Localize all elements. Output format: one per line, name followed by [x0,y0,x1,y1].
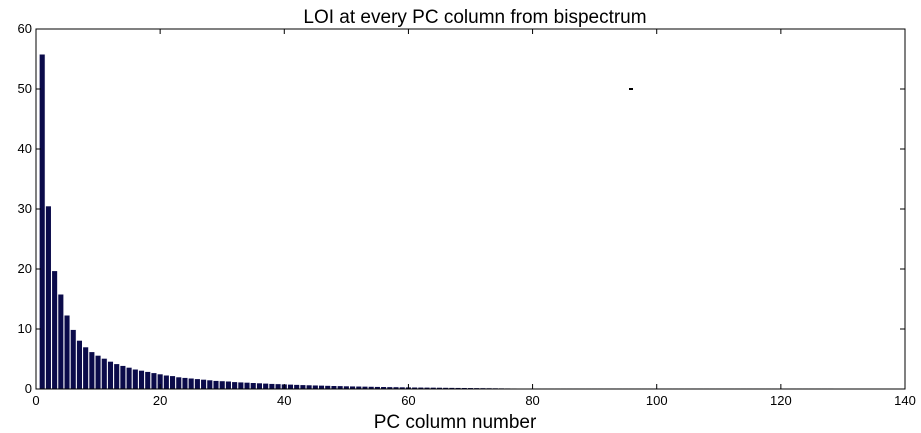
bar-28 [206,379,213,390]
bar-5 [63,314,71,390]
bar-19 [150,372,158,390]
bar-41 [287,384,294,390]
bar-33 [237,381,244,390]
bar-14 [119,365,127,390]
bar-46 [318,385,325,390]
bar-39 [274,383,282,390]
y-tick-label-20: 20 [18,261,32,276]
bar-21 [163,374,170,390]
bar-44 [305,384,313,390]
bar-24 [181,377,189,390]
bar-7 [76,340,83,390]
x-axis: 0 20 40 60 80 100 120 140 [32,29,916,408]
bar-1 [39,53,46,390]
y-axis: 0 10 20 30 40 50 60 [18,21,905,396]
x-tick-label-0: 0 [32,393,39,408]
x-tick-label-100: 100 [646,393,668,408]
bar-36 [256,382,263,390]
plot-frame [35,28,906,390]
bar-25 [188,377,195,390]
bar-32 [231,381,238,390]
bar-34 [243,382,251,390]
x-axis-label: PC column number [374,412,537,433]
bar-4 [57,293,64,390]
bar-23 [175,376,182,390]
y-tick-label-50: 50 [18,81,32,96]
y-tick-label-60: 60 [18,21,32,36]
bar-38 [268,383,276,390]
bar-3 [51,270,58,390]
bar-37 [262,382,269,390]
x-tick-label-120: 120 [770,393,792,408]
stray-marker [629,88,633,90]
bar-6 [70,329,77,390]
x-tick-label-20: 20 [153,393,167,408]
chart-title: LOI at every PC column from bispectrum [303,7,646,28]
bar-35 [250,382,257,390]
x-tick-label-140: 140 [894,393,916,408]
bar-10 [94,355,102,390]
bar-16 [132,368,139,390]
bar-18 [144,371,151,390]
bar-15 [125,367,133,390]
bar-2 [45,205,52,390]
bars-group [39,53,834,390]
bar-13 [113,363,120,390]
bar-8 [82,346,89,390]
x-tick-label-60: 60 [401,393,415,408]
x-tick-label-40: 40 [277,393,291,408]
bar-12 [107,361,114,390]
bar-31 [225,380,232,390]
y-tick-label-0: 0 [25,381,32,396]
y-tick-label-10: 10 [18,321,32,336]
y-tick-label-30: 30 [18,201,32,216]
y-tick-label-40: 40 [18,141,32,156]
bar-45 [312,384,319,390]
bar-47 [324,385,331,390]
bar-29 [212,380,220,390]
bar-9 [88,351,96,390]
bar-22 [169,375,176,390]
bar-30 [219,380,226,390]
bar-17 [138,370,145,390]
x-tick-label-80: 80 [525,393,539,408]
bar-42 [293,384,300,390]
bar-26 [194,378,201,390]
bar-43 [299,384,307,390]
bar-27 [200,379,207,390]
bar-11 [101,358,108,390]
